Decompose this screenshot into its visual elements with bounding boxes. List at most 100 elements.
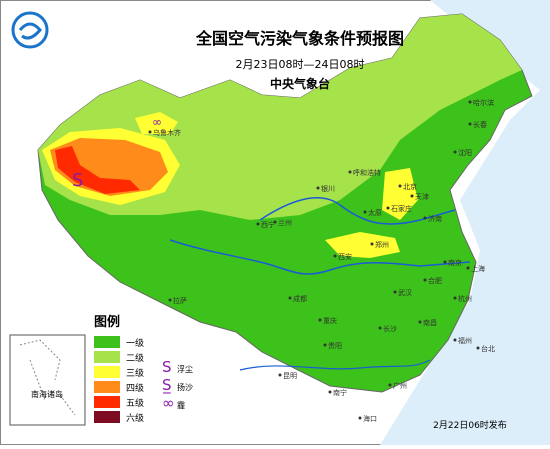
city-dot: [418, 320, 422, 324]
title: 全国空气污染气象条件预报图: [195, 29, 404, 48]
legend-label: 一级: [126, 337, 144, 349]
city-label: 南昌: [423, 318, 437, 327]
legend-label: 五级: [126, 397, 144, 409]
city-label: 上海: [471, 264, 485, 273]
city-dot: [398, 184, 402, 188]
city-dot: [323, 343, 327, 347]
river: [169, 239, 471, 275]
city-dot: [363, 210, 367, 214]
city-label: 郑州: [375, 241, 389, 249]
river: [239, 359, 431, 371]
city-dot: [256, 222, 260, 226]
city-dot: [453, 150, 457, 154]
legend-swatch: [94, 351, 120, 363]
city-dot: [278, 373, 282, 377]
city-dot: [423, 216, 427, 220]
zone-level3: [325, 232, 400, 258]
city-dot: [148, 130, 152, 134]
city-dot: [370, 242, 374, 246]
city-label: 武汉: [398, 288, 412, 297]
city-dot: [316, 186, 320, 190]
legend-symbol-label: 霾: [177, 401, 185, 410]
city-label: 银川: [321, 184, 335, 193]
city-label: 沈阳: [458, 148, 472, 157]
zone-level3: [382, 168, 418, 220]
logo: [11, 11, 49, 49]
city-dot: [328, 390, 332, 394]
haze-symbol: ∞: [152, 115, 162, 129]
legend-label: 六级: [126, 412, 144, 424]
city-label: 海口: [363, 414, 377, 423]
city-dot: [288, 296, 292, 300]
city-dot: [168, 298, 172, 302]
city-label: 贵阳: [328, 341, 342, 350]
period: 2月23日08时—24日08时: [236, 58, 365, 71]
city-label: 济南: [428, 214, 442, 223]
river: [259, 197, 456, 225]
city-label: 哈尔滨: [473, 98, 494, 107]
city-label: 福州: [458, 336, 472, 345]
city-label: 北京: [403, 182, 417, 191]
city-dot: [423, 278, 427, 282]
legend-symbol-label: 浮尘: [177, 364, 193, 374]
zone-level3: [135, 112, 178, 134]
city-label: 石家庄: [391, 204, 412, 213]
legend-swatch: [94, 381, 120, 393]
inset-box: [9, 334, 86, 426]
city-dot: [453, 338, 457, 342]
city-label: 天津: [415, 193, 429, 201]
city-dot: [453, 296, 457, 300]
city-label: 西宁: [261, 220, 275, 229]
logo-mark: [18, 22, 42, 40]
city-label: 成都: [293, 294, 307, 303]
city-label: 昆明: [283, 372, 297, 380]
city-dot: [273, 220, 277, 224]
footer: 2月22日06时发布: [433, 419, 507, 431]
city-label: 南京: [448, 258, 462, 267]
legend-swatch: [94, 396, 120, 408]
issuer: 中央气象台: [270, 76, 330, 91]
legend-symbol: S̲: [162, 376, 172, 395]
city-dot: [333, 254, 337, 258]
inset-label: 南海诸岛: [31, 389, 63, 399]
city-label: 合肥: [428, 276, 442, 285]
city-label: 西安: [338, 252, 352, 261]
city-label: 拉萨: [173, 296, 187, 305]
city-dot: [468, 122, 472, 126]
city-label: 长沙: [383, 324, 397, 333]
city-dot: [318, 318, 322, 322]
legend-swatch: [94, 336, 120, 348]
legend-symbol: ∞: [162, 394, 175, 412]
legend-symbol-label: 扬沙: [177, 382, 193, 392]
legend-title: 图例: [94, 314, 120, 330]
city-dot: [393, 290, 397, 294]
city-label: 乌鲁木齐: [153, 128, 181, 137]
city-dot: [443, 260, 447, 264]
city-dot: [388, 383, 392, 387]
city-label: 长春: [473, 120, 487, 129]
city-dot: [348, 170, 352, 174]
legend-label: 三级: [126, 367, 144, 379]
dust-symbol: S: [72, 170, 83, 191]
city-dot: [466, 266, 470, 270]
city-dot: [358, 416, 362, 420]
city-label: 广州: [393, 381, 407, 390]
city-dot: [476, 346, 480, 350]
city-label: 台北: [481, 344, 495, 353]
city-dot: [378, 326, 382, 330]
legend-label: 四级: [126, 382, 144, 394]
inset-lines: [19, 339, 76, 416]
city-label: 呼和浩特: [353, 168, 381, 177]
sea: [380, 0, 550, 445]
city-dot: [410, 194, 414, 198]
legend-symbol: S: [162, 358, 172, 376]
city-label: 重庆: [323, 316, 337, 325]
city-label: 杭州: [458, 294, 472, 303]
city-dot: [386, 206, 390, 210]
zone-level5: [55, 146, 140, 194]
city-label: 兰州: [278, 218, 292, 227]
city-dot: [468, 100, 472, 104]
